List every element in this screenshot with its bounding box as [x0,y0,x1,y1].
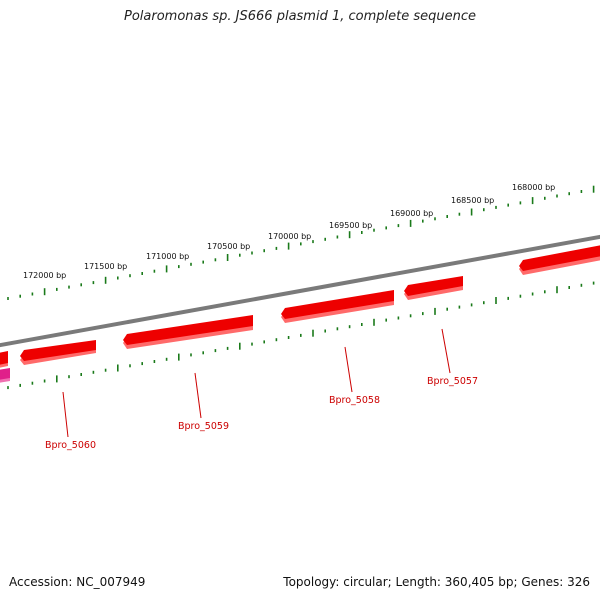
ruler-label: 171500 bp [84,262,127,271]
leader-line-bpro-5060 [62,391,69,438]
leader-line-bpro-5059 [194,372,202,419]
gene-feature-bpro-5058[interactable] [281,290,394,323]
topology-summary: Topology: circular; Length: 360,405 bp; … [283,575,590,589]
gene-feature-magenta[interactable] [0,368,10,383]
gene-label-bpro-5059: Bpro_5059 [178,421,229,432]
plasmid-backbone [0,234,600,348]
inner-ruler [7,281,595,390]
ruler-label: 168000 bp [512,183,555,192]
ruler-label: 169000 bp [390,209,433,218]
ruler-label: 168500 bp [451,196,494,205]
leader-line-bpro-5058 [344,346,353,393]
outer-ruler [7,185,595,300]
gene-feature-right[interactable] [519,245,600,275]
gene-label-bpro-5058: Bpro_5058 [329,395,380,406]
gene-feature-bpro-5060[interactable] [20,340,96,365]
gene-feature-edge[interactable] [0,351,8,368]
ruler-label: 172000 bp [23,271,66,280]
gene-feature-bpro-5059[interactable] [123,315,253,349]
gene-feature-bpro-5057[interactable] [404,276,463,300]
accession-text: Accession: NC_007949 [9,575,146,589]
ruler-label: 171000 bp [146,252,189,261]
ruler-label: 170000 bp [268,232,311,241]
ruler-label: 169500 bp [329,221,372,230]
ruler-label: 170500 bp [207,242,250,251]
map-title: Polaromonas sp. JS666 plasmid 1, complet… [123,9,476,24]
gene-label-bpro-5060: Bpro_5060 [45,440,96,451]
leader-line-bpro-5057 [441,328,451,374]
gene-label-bpro-5057: Bpro_5057 [427,376,478,387]
